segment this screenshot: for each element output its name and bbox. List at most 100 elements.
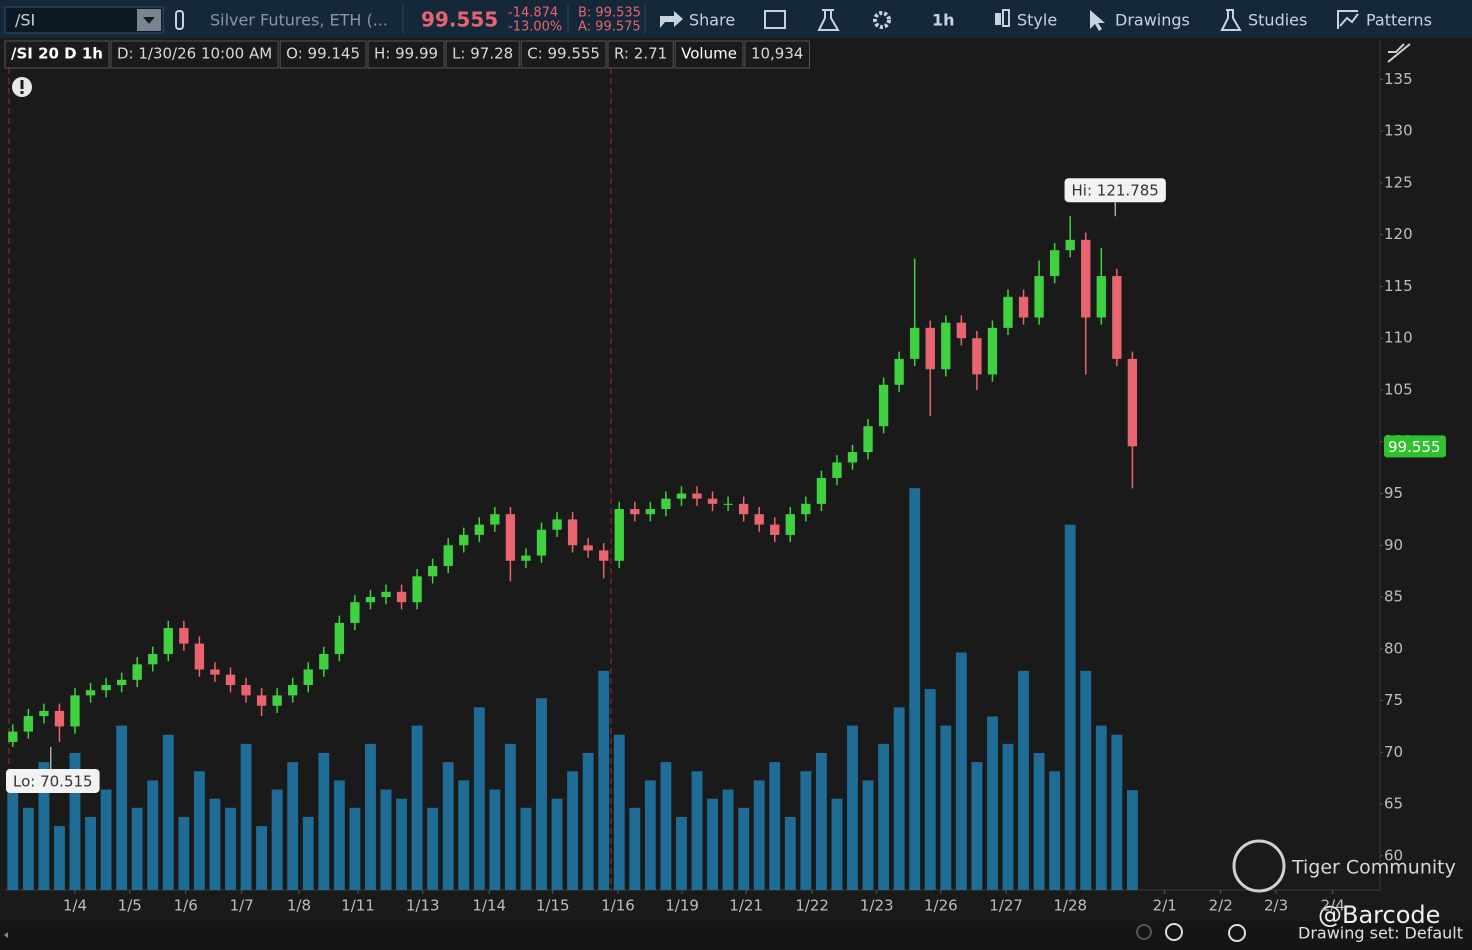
candle-body: [676, 493, 687, 499]
candle-body: [101, 685, 111, 691]
style-button[interactable]: Style: [1017, 11, 1057, 30]
info-field: R: 2.71: [614, 45, 667, 63]
info-cell: [4, 40, 110, 69]
x-tick-label: 1/22: [795, 897, 829, 915]
candle-body: [23, 716, 34, 732]
candle-body: [770, 524, 780, 535]
candle-body: [474, 524, 484, 535]
candle-body: [334, 622, 345, 654]
volume-bar: [396, 798, 407, 890]
candle-body: [801, 503, 811, 515]
style-icon: [995, 13, 1001, 25]
volume-bar: [1126, 790, 1138, 890]
x-tick-label: 2/1: [1153, 897, 1177, 915]
volume-bar: [613, 734, 625, 890]
studies-button[interactable]: Studies: [1248, 11, 1307, 30]
volume-bar: [318, 753, 330, 890]
candle-body: [816, 477, 827, 504]
x-tick-label: 1/4: [63, 897, 87, 915]
x-tick-label: 1/11: [341, 897, 375, 915]
candle-body: [381, 591, 391, 598]
volume-bar: [209, 798, 221, 890]
candle-body: [1127, 358, 1138, 447]
candle-body: [225, 674, 236, 686]
candle-body: [536, 529, 547, 556]
crosshair[interactable]: [1228, 924, 1246, 942]
annotation-label: Lo: 70.515: [13, 772, 93, 790]
x-tick-label: 1/15: [536, 897, 570, 915]
volume-bar: [54, 826, 65, 890]
zoom-in[interactable]: [1165, 923, 1183, 941]
settings-icon[interactable]: [873, 11, 891, 29]
candle-body: [567, 519, 578, 546]
annotation-box: [1064, 178, 1166, 203]
zoom-out[interactable]: [1136, 924, 1152, 940]
description: Silver Futures, ETH (...: [210, 11, 388, 30]
candle-body: [661, 498, 671, 510]
candle-body: [863, 426, 873, 453]
volume-bar: [287, 762, 299, 890]
candle-body: [210, 669, 220, 675]
snapshot-icon[interactable]: [764, 10, 786, 29]
candle-body: [319, 653, 329, 670]
drawings-button[interactable]: Drawings: [1115, 11, 1190, 30]
axis-icon[interactable]: [1387, 43, 1411, 63]
flask-icon[interactable]: [817, 9, 840, 31]
candle-body: [723, 503, 733, 505]
scroll-left[interactable]: [4, 932, 8, 938]
candle-body: [785, 514, 795, 535]
volume-bar: [909, 488, 921, 890]
candle-body: [1096, 276, 1106, 318]
info-field: H: 99.99: [374, 45, 438, 63]
x-tick-label: 1/7: [230, 897, 254, 915]
y-tick-label: 130: [1384, 122, 1413, 140]
y-tick-label: 125: [1384, 173, 1413, 191]
volume-bar: [691, 771, 703, 890]
patterns-icon: [1337, 10, 1359, 29]
candle-body: [412, 576, 422, 603]
candle-body: [972, 338, 982, 375]
patterns-button[interactable]: Patterns: [1366, 11, 1432, 30]
candle-body: [552, 519, 562, 530]
volume-bar: [1033, 753, 1045, 890]
info-cell: [674, 40, 744, 69]
candle-body: [1003, 296, 1013, 328]
volume-bar: [69, 753, 81, 890]
volume-bar: [380, 789, 392, 890]
volume-bar: [971, 762, 983, 890]
volume-bar: [131, 807, 143, 890]
y-tick-label: 70: [1384, 743, 1403, 761]
volume-bar: [256, 826, 268, 890]
link-icon[interactable]: [175, 10, 184, 30]
candle-body: [645, 509, 656, 515]
candle-body: [288, 685, 298, 696]
volume-bar: [38, 762, 50, 890]
watermark-logo: [1232, 839, 1286, 893]
volume-bar: [582, 753, 594, 890]
candle-body: [350, 602, 360, 623]
timeframe-button[interactable]: 1h: [932, 11, 955, 30]
info-field: Volume: [681, 45, 737, 63]
candle-body: [70, 695, 80, 727]
share-button[interactable]: Share: [689, 11, 735, 30]
candle-body: [179, 628, 189, 644]
candle-body: [925, 327, 935, 370]
y-tick-label: 110: [1384, 329, 1413, 347]
volume-bar: [862, 780, 874, 890]
volume-bar: [193, 771, 205, 890]
info-field: 10,934: [751, 45, 804, 63]
volume-bar: [458, 780, 470, 890]
candle-body: [987, 327, 998, 375]
x-tick-label: 1/6: [174, 897, 198, 915]
volume-bar: [955, 652, 967, 890]
candle-body: [707, 498, 718, 504]
volume-bar: [365, 743, 376, 890]
symbol-box[interactable]: [4, 6, 164, 34]
candle-body: [1081, 239, 1091, 318]
volume-bar: [924, 689, 936, 890]
volume-bar: [644, 780, 656, 890]
info-cell: [744, 40, 810, 69]
x-tick-label: 1/8: [287, 897, 311, 915]
volume-bar: [551, 798, 563, 890]
candle-body: [1112, 276, 1122, 359]
